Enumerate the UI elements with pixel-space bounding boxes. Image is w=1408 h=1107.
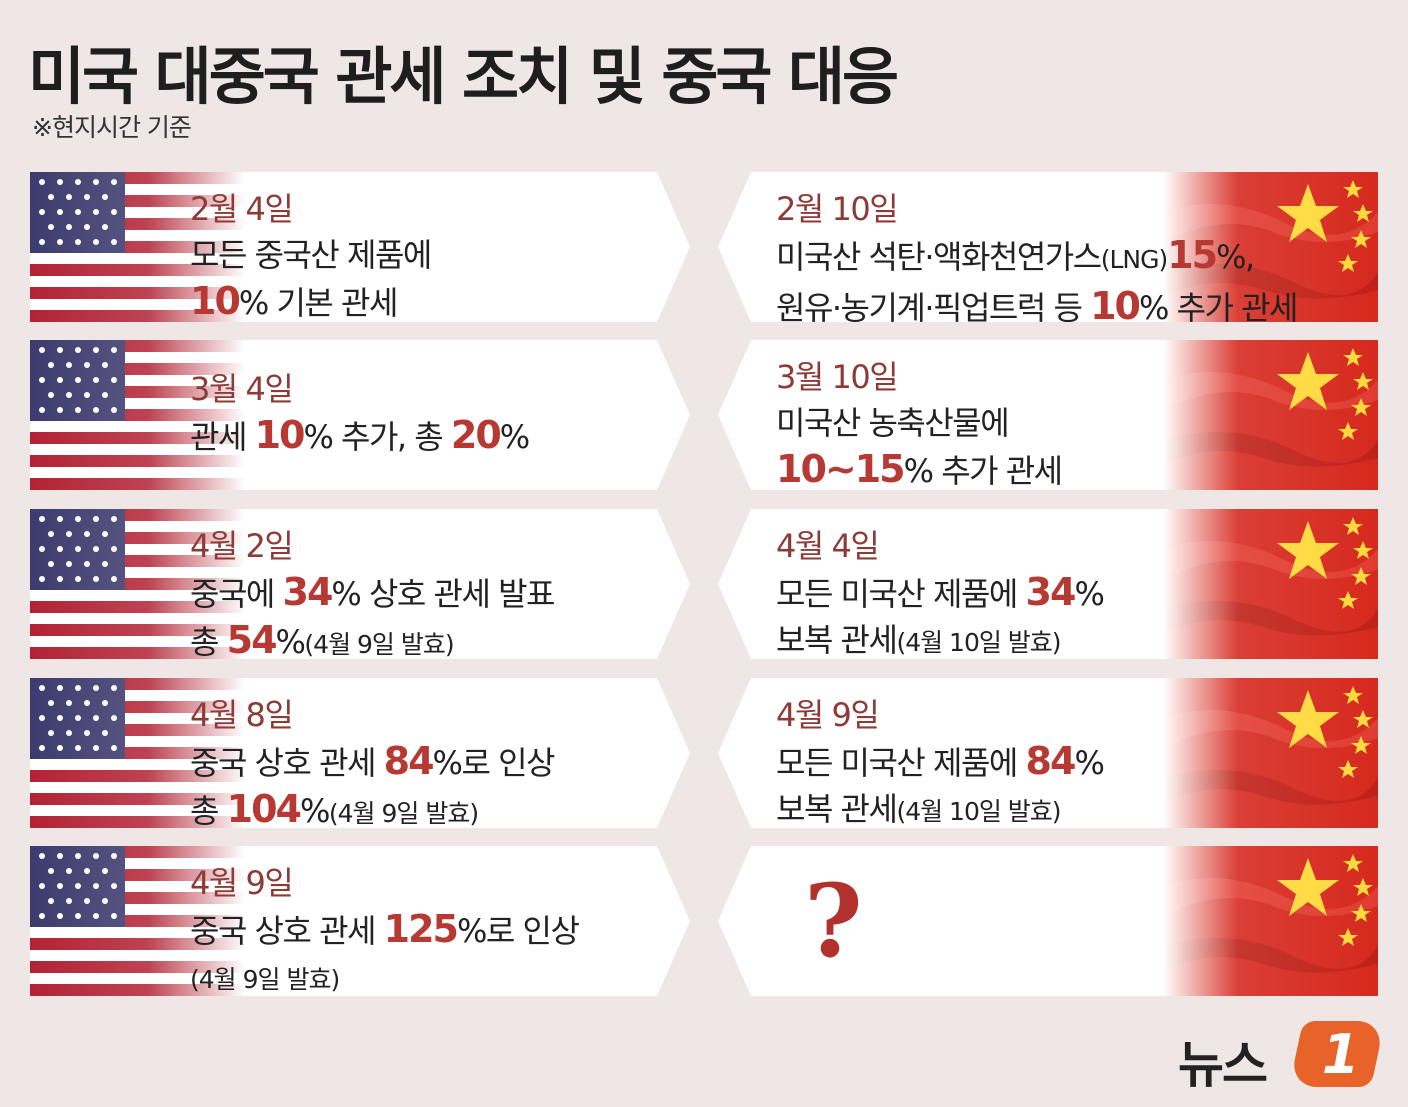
cn-line-1b: 원유·농기계·픽업트럭 등 10% 추가 관세 xyxy=(776,284,1299,328)
us-line-5a: 중국 상호 관세 125%로 인상 xyxy=(190,907,580,951)
us-line-1a: 모든 중국산 제품에 xyxy=(190,236,432,274)
logo-badge-number: 1 xyxy=(1321,1023,1360,1086)
us-line-3a: 중국에 34% 상호 관세 발표 xyxy=(190,570,555,614)
cn-line-2a: 미국산 농축산물에 xyxy=(776,404,1010,442)
cn-card-2: 3월 10일 미국산 농축산물에 10~15% 추가 관세 xyxy=(718,340,1378,490)
cn-date-4: 4월 9일 xyxy=(776,696,880,734)
us-date-4: 4월 8일 xyxy=(190,696,294,734)
logo-text: 뉴스 xyxy=(1178,1036,1268,1094)
us-card-5: 4월 9일 중국 상호 관세 125%로 인상 (4월 9일 발효) xyxy=(30,846,690,996)
us-date-1: 2월 4일 xyxy=(190,190,294,228)
cn-card-1: 2월 10일 미국산 석탄·액화천연가스(LNG)15%, 원유·농기계·픽업트… xyxy=(718,172,1378,322)
us-card-4: 4월 8일 중국 상호 관세 84%로 인상 총 104%(4월 9일 발효) xyxy=(30,678,690,828)
cn-card-4: 4월 9일 모든 미국산 제품에 84% 보복 관세(4월 10일 발효) xyxy=(718,678,1378,828)
timeline-row-5: 4월 9일 중국 상호 관세 125%로 인상 (4월 9일 발효) ? xyxy=(0,846,1408,996)
china-flag-icon xyxy=(1163,509,1378,659)
us-line-4b: 총 104%(4월 9일 발효) xyxy=(190,787,479,831)
us-card-1: 2월 4일 모든 중국산 제품에 10% 기본 관세 xyxy=(30,172,690,322)
timeline-row-1: 2월 4일 모든 중국산 제품에 10% 기본 관세 2월 10일 미국산 석탄… xyxy=(0,172,1408,322)
us-date-2: 3월 4일 xyxy=(190,370,294,408)
timeline-row-4: 4월 8일 중국 상호 관세 84%로 인상 총 104%(4월 9일 발효) … xyxy=(0,678,1408,828)
us-line-2a: 관세 10% 추가, 총 20% xyxy=(190,413,530,457)
cn-line-3a: 모든 미국산 제품에 34% xyxy=(776,570,1105,614)
china-flag-icon xyxy=(1163,846,1378,996)
us-card-2: 3월 4일 관세 10% 추가, 총 20% xyxy=(30,340,690,490)
cn-date-3: 4월 4일 xyxy=(776,527,880,565)
cn-date-2: 3월 10일 xyxy=(776,358,899,396)
timeline-row-2: 3월 4일 관세 10% 추가, 총 20% 3월 10일 미국산 농축산물에 … xyxy=(0,340,1408,490)
us-line-5b: (4월 9일 발효) xyxy=(190,965,340,994)
cn-date-1: 2월 10일 xyxy=(776,190,899,228)
us-line-4a: 중국 상호 관세 84%로 인상 xyxy=(190,739,555,783)
page-title: 미국 대중국 관세 조치 및 중국 대응 xyxy=(28,40,899,113)
cn-line-3b: 보복 관세(4월 10일 발효) xyxy=(776,621,1062,659)
china-flag-icon xyxy=(1163,678,1378,828)
us-date-5: 4월 9일 xyxy=(190,864,294,902)
us-line-3b: 총 54%(4월 9일 발효) xyxy=(190,618,455,662)
question-mark: ? xyxy=(804,862,863,980)
china-flag-icon xyxy=(1163,340,1378,490)
page-subtitle: ※현지시간 기준 xyxy=(32,113,192,142)
timeline-row-3: 4월 2일 중국에 34% 상호 관세 발표 총 54%(4월 9일 발효) 4… xyxy=(0,509,1408,659)
cn-line-4a: 모든 미국산 제품에 84% xyxy=(776,739,1105,783)
cn-line-4b: 보복 관세(4월 10일 발효) xyxy=(776,790,1062,828)
cn-card-3: 4월 4일 모든 미국산 제품에 34% 보복 관세(4월 10일 발효) xyxy=(718,509,1378,659)
news1-logo: 뉴스 1 xyxy=(1178,1021,1386,1094)
cn-card-5: ? xyxy=(718,846,1378,996)
us-date-3: 4월 2일 xyxy=(190,527,294,565)
logo-badge-icon: 1 xyxy=(1288,1021,1386,1087)
cn-line-1a: 미국산 석탄·액화천연가스(LNG)15%, xyxy=(776,233,1255,277)
cn-line-2b: 10~15% 추가 관세 xyxy=(776,447,1063,491)
us-line-1b: 10% 기본 관세 xyxy=(190,279,398,323)
us-card-3: 4월 2일 중국에 34% 상호 관세 발표 총 54%(4월 9일 발효) xyxy=(30,509,690,659)
